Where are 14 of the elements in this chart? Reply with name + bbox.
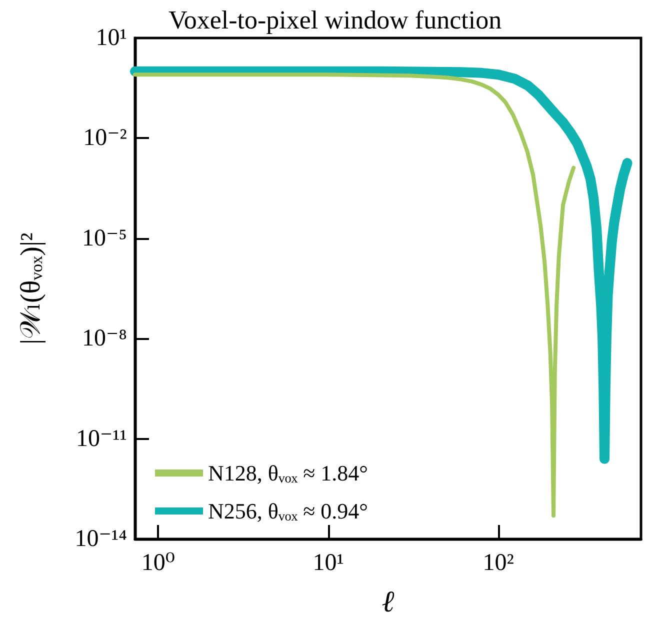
y-tick-label: 10⁻¹⁴: [74, 526, 127, 552]
y-tick-label: 10⁻²: [83, 125, 127, 152]
y-tick-label: 10⁻⁵: [82, 225, 127, 252]
legend-label: N128, θᵥₒₓ ≈ 1.84°: [208, 460, 368, 486]
y-tick-label: 10¹: [96, 25, 127, 51]
x-tick-label: 10¹: [312, 550, 344, 576]
legend-label: N256, θᵥₒₓ ≈ 0.94°: [208, 498, 368, 524]
y-axis-title: |𝒲ₗ(θᵥₒₓ)|²: [16, 232, 46, 344]
y-tick-label: 10⁻⁸: [82, 326, 127, 352]
x-tick-label: 10²: [482, 550, 514, 576]
chart-title: Voxel-to-pixel window function: [168, 6, 502, 34]
x-axis-title: ℓ: [382, 586, 395, 618]
y-tick-label: 10⁻¹¹: [76, 426, 127, 452]
x-tick-label: 10⁰: [141, 550, 176, 576]
